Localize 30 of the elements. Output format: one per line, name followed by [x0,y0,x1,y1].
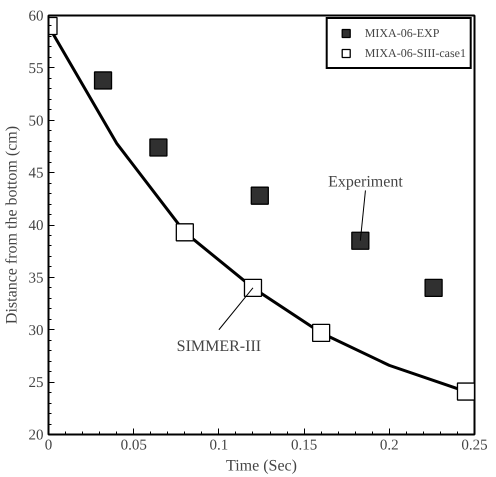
point [456,382,474,401]
x-tick-label: 0.1 [210,438,228,454]
y-tick-label: 20 [28,428,44,444]
point [176,223,194,242]
x-tick-label: 0.2 [380,438,399,454]
y-tick-label: 25 [28,375,44,392]
point [351,232,370,250]
y-tick-label: 35 [28,270,44,286]
y-tick-label: 30 [28,322,44,339]
point [244,278,262,297]
annotation: SIMMER-III [176,338,262,356]
y-tick-label: 45 [28,166,44,182]
x-tick-label: 0.25 [461,438,488,454]
y-tick-label: 40 [28,218,44,234]
x-tick-label: 0.15 [290,438,318,454]
point [149,138,168,157]
x-tick-label: 0.05 [120,438,147,454]
y-axis-title: Distance from the bottom (cm) [4,126,20,324]
point [424,278,443,297]
point [312,324,330,342]
point [250,186,269,205]
point [94,71,112,90]
annotation: Experiment [328,173,404,190]
legend-label: MIXA-06-SIII-case1 [364,46,466,60]
y-tick-label: 55 [28,60,44,77]
x-axis-title: Time (Sec) [226,458,297,474]
x-tick-label: 0 [44,438,52,454]
y-tick-label: 50 [28,113,44,130]
y-tick-label: 60 [28,8,44,24]
legend-label: MIXA-06-EXP [364,26,440,40]
